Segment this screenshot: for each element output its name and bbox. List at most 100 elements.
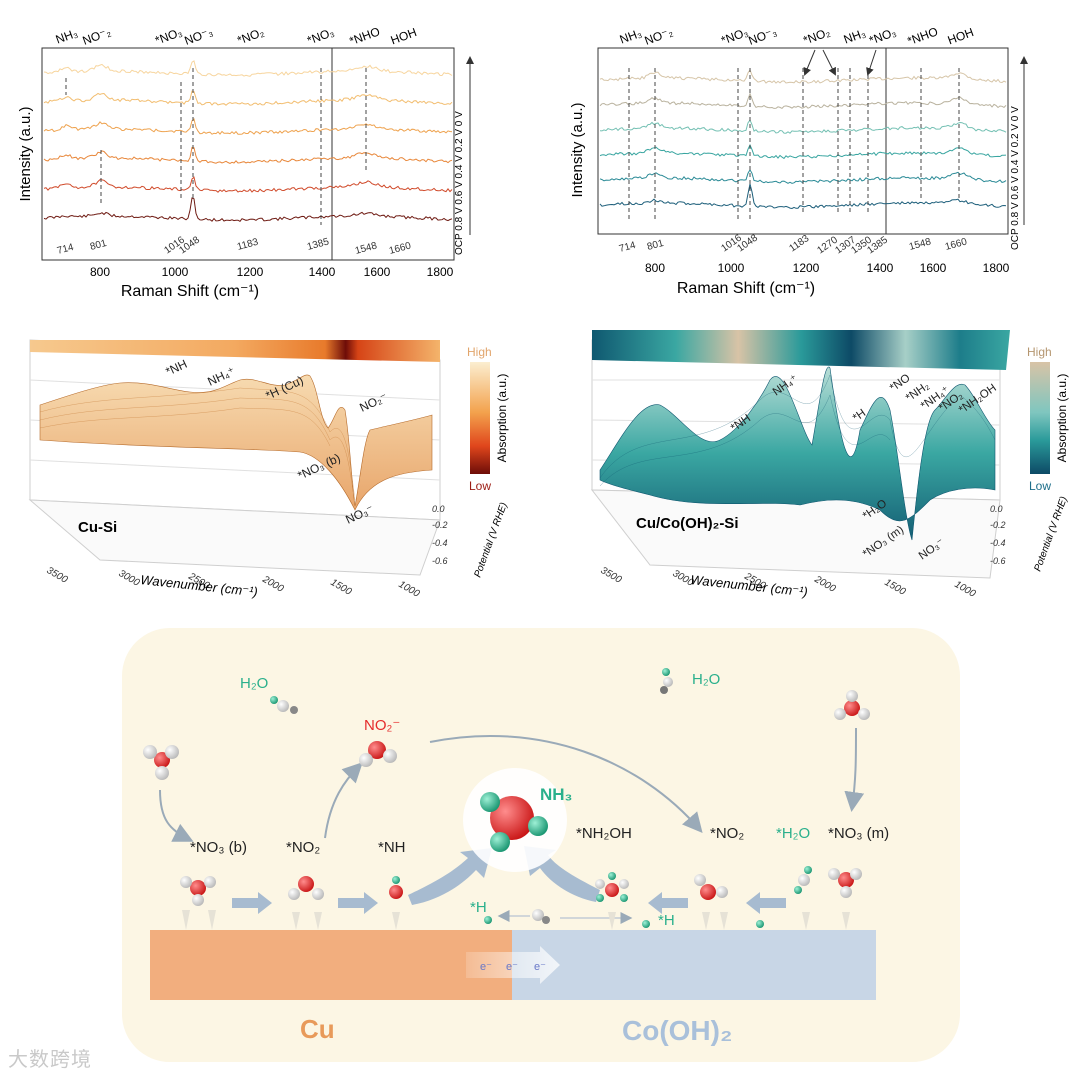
svg-text:801: 801 <box>89 238 108 253</box>
svg-text:NH₃: NH₃ <box>54 26 80 47</box>
svg-text:*NO₃: *NO₃ <box>719 25 750 48</box>
adsorption-sites <box>182 910 850 930</box>
ir-right-colorbar-low: Low <box>1029 479 1051 493</box>
raman-left-panel: Intensity (a.u.) Raman Shift (cm⁻¹) 800 … <box>17 24 474 300</box>
cooh-substrate <box>512 930 876 1000</box>
svg-text:NH₃: NH₃ <box>618 26 644 47</box>
svg-text:714: 714 <box>56 242 75 257</box>
label-no3-b: *NO₃ (b) <box>190 839 247 856</box>
raman-left-xlabel: Raman Shift (cm⁻¹) <box>121 283 259 300</box>
svg-text:1548: 1548 <box>354 240 379 256</box>
ir-right-zticks: 0.0 -0.2 -0.4 -0.6 <box>990 504 1006 566</box>
raman-right-potential: OCP 0.8 V 0.6 V 0.4 V 0.2 V 0 V <box>1010 106 1021 250</box>
raman-right-pointers <box>803 49 877 76</box>
cooh-label: Co(OH)₂ <box>622 1015 732 1046</box>
label-no2-ads: *NO₂ <box>286 839 320 856</box>
raman-right-guides <box>628 68 960 220</box>
ir-left-colorbar <box>470 362 490 474</box>
svg-text:*NHO: *NHO <box>906 24 940 48</box>
ir-right-sample: Cu/Co(OH)₂-Si <box>636 515 738 532</box>
label-h2o-right: H₂O <box>692 671 720 688</box>
label-nh2oh: *NH₂OH <box>576 825 632 842</box>
svg-text:NO⁻₂: NO⁻₂ <box>643 25 675 48</box>
svg-text:HOH: HOH <box>389 25 419 47</box>
svg-text:-0.2: -0.2 <box>990 520 1006 530</box>
svg-text:1183: 1183 <box>236 237 260 253</box>
svg-text:1600: 1600 <box>920 261 947 275</box>
arrow-no3-right <box>844 727 865 812</box>
raman-right-panel: Intensity (a.u.) Raman Shift (cm⁻¹) 800 … <box>569 24 1028 297</box>
raman-trace <box>599 119 1007 134</box>
ir-right-top-map <box>592 330 1010 370</box>
svg-text:1660: 1660 <box>388 240 413 256</box>
svg-text:1660: 1660 <box>944 236 969 252</box>
ir-right-ztitle: Potential (V RHE) <box>1032 495 1069 573</box>
svg-text:800: 800 <box>645 261 665 275</box>
raman-trace <box>599 183 1007 210</box>
ir-left-top-map <box>30 340 440 362</box>
arrow-no3-in <box>159 789 194 842</box>
scheme-labels: H₂O H₂O NO₂⁻ NH₃ *NO₃ (b) *NO₂ *NH *NH₂O… <box>190 671 889 929</box>
raman-right-spectra <box>599 68 1007 210</box>
svg-text:1183: 1183 <box>787 233 811 255</box>
svg-text:-0.2: -0.2 <box>432 520 448 530</box>
watermark: 大数跨境 <box>8 1047 92 1071</box>
ir-left-zticks: 0.0 -0.2 -0.4 -0.6 <box>432 504 448 566</box>
svg-text:2000: 2000 <box>260 574 286 595</box>
label-nh3: NH₃ <box>540 785 572 804</box>
svg-text:-0.6: -0.6 <box>990 556 1006 566</box>
label-h-right: *H <box>658 912 675 929</box>
ir-left-ztitle: Potential (V RHE) <box>472 501 509 579</box>
ir-right-colorbar-high: High <box>1027 345 1052 359</box>
label-h2o-ads: *H₂O <box>776 825 810 842</box>
svg-text:NO₂⁻: NO₂⁻ <box>357 390 389 415</box>
svg-text:3500: 3500 <box>45 565 70 586</box>
raman-right-frame-b <box>885 47 1009 235</box>
svg-text:1548: 1548 <box>908 236 933 252</box>
svg-text:*NO₃: *NO₃ <box>153 25 184 48</box>
svg-text:e⁻: e⁻ <box>480 961 492 973</box>
svg-text:2000: 2000 <box>812 574 838 595</box>
cu-label: Cu <box>300 1014 335 1044</box>
svg-text:*NO₃: *NO₃ <box>305 25 336 48</box>
raman-left-guides <box>65 68 367 225</box>
ir-left-surface <box>39 374 433 511</box>
ir-left-panel: *NH NH₄⁺ *H (Cu) NO₂⁻ *NO₃ (b) NO₃⁻ Cu-S… <box>28 339 510 600</box>
svg-text:e⁻: e⁻ <box>534 961 546 973</box>
label-no3-m: *NO₃ (m) <box>828 825 889 842</box>
ir-right-colorbar <box>1030 362 1050 474</box>
svg-text:1200: 1200 <box>793 261 820 275</box>
svg-text:1000: 1000 <box>162 265 189 279</box>
raman-trace <box>43 90 453 106</box>
label-h2o-left: H₂O <box>240 675 268 692</box>
arrow-no2-out <box>324 762 363 839</box>
raman-right-ylabel: Intensity (a.u.) <box>569 102 586 197</box>
svg-text:*NO₂: *NO₂ <box>801 25 832 48</box>
svg-text:1000: 1000 <box>953 579 978 600</box>
svg-text:*NH: *NH <box>163 357 189 379</box>
raman-left-xticks: 800 1000 1200 1400 1600 1800 <box>90 265 454 279</box>
raman-left-ylabel: Intensity (a.u.) <box>17 106 34 201</box>
raman-left-peaks: 714 801 1016 1048 1183 1385 1548 1660 <box>56 234 413 256</box>
ir-left-floor <box>28 499 441 576</box>
raman-trace <box>599 68 1007 84</box>
svg-text:NO⁻₃: NO⁻₃ <box>747 25 779 48</box>
ir-right-surface <box>599 366 996 541</box>
svg-text:1000: 1000 <box>397 579 422 600</box>
raman-right-xlabel: Raman Shift (cm⁻¹) <box>677 280 815 297</box>
molecules <box>143 668 870 928</box>
raman-left-potential: OCP 0.8 V 0.6 V 0.4 V 0.2 V 0 V <box>454 111 465 255</box>
svg-text:0.0: 0.0 <box>990 504 1003 514</box>
svg-text:0.0: 0.0 <box>432 504 445 514</box>
svg-text:714: 714 <box>618 240 637 255</box>
svg-text:-0.4: -0.4 <box>990 538 1006 548</box>
svg-text:1400: 1400 <box>309 265 336 279</box>
ir-left-colorbar-title: Absorption (a.u.) <box>495 374 509 463</box>
raman-right-top-labels: NH₃ NO⁻₂ *NO₃ NO⁻₃ *NO₂ NH₃ *NO₃ *NHO HO… <box>618 24 976 48</box>
svg-text:800: 800 <box>90 265 110 279</box>
svg-text:1800: 1800 <box>983 261 1010 275</box>
svg-text:1500: 1500 <box>883 577 908 598</box>
label-no2-right: *NO₂ <box>710 825 744 842</box>
svg-text:-0.4: -0.4 <box>432 538 448 548</box>
raman-trace <box>43 197 453 222</box>
